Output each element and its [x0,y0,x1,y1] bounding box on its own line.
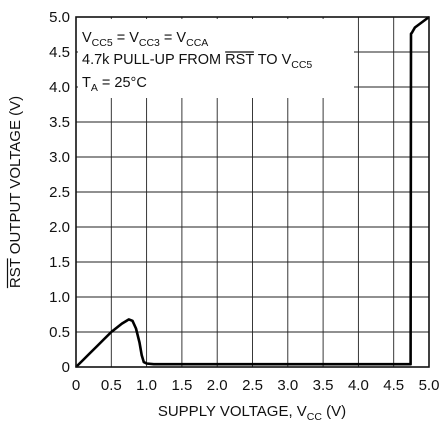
x-tick-label: 3.0 [277,377,298,394]
y-tick-label: 3.5 [49,114,70,131]
y-tick-label: 2.0 [49,219,70,236]
y-tick-label: 2.5 [49,184,70,201]
series-layer [75,15,430,368]
plot-frame [75,16,430,368]
x-tick-label: 2.0 [207,377,228,394]
x-tick-label: 3.5 [313,377,334,394]
annotation-line-1: VCC5 = VCC3 = VCCA [82,30,208,49]
series-line-1 [75,15,430,368]
annotation-box [78,19,354,98]
y-ticks: 0 0.5 1.0 1.5 2.0 2.5 3.0 3.5 4.0 4.5 5.0 [49,9,70,376]
x-tick-label: 4.5 [383,377,404,394]
x-tick-label: 0.5 [101,377,122,394]
x-axis-label: SUPPLY VOLTAGE, VCC (V) [158,403,346,423]
x-ticks: 0 0.5 1.0 1.5 2.0 2.5 3.0 3.5 4.0 4.5 5.0 [72,377,440,394]
x-tick-label: 2.5 [242,377,263,394]
x-tick-label: 1.0 [136,377,157,394]
y-tick-label: 5.0 [49,9,70,26]
annotation-line-3: TA = 25°C [82,75,147,94]
y-tick-label: 3.0 [49,149,70,166]
y-tick-label: 1.0 [49,289,70,306]
y-tick-label: 4.0 [49,79,70,96]
y-tick-label: 0.5 [49,324,70,341]
y-tick-label: 0 [62,359,70,376]
y-axis-label: RST OUTPUT VOLTAGE (V) [7,96,24,288]
x-tick-label: 4.0 [348,377,369,394]
annotation-line-2: 4.7k PULL-UP FROM RST TO VCC5 [82,52,312,71]
y-tick-label: 4.5 [49,44,70,61]
x-tick-label: 0 [72,377,80,394]
y-tick-label: 1.5 [49,254,70,271]
x-tick-label: 1.5 [171,377,192,394]
x-tick-label: 5.0 [419,377,440,394]
